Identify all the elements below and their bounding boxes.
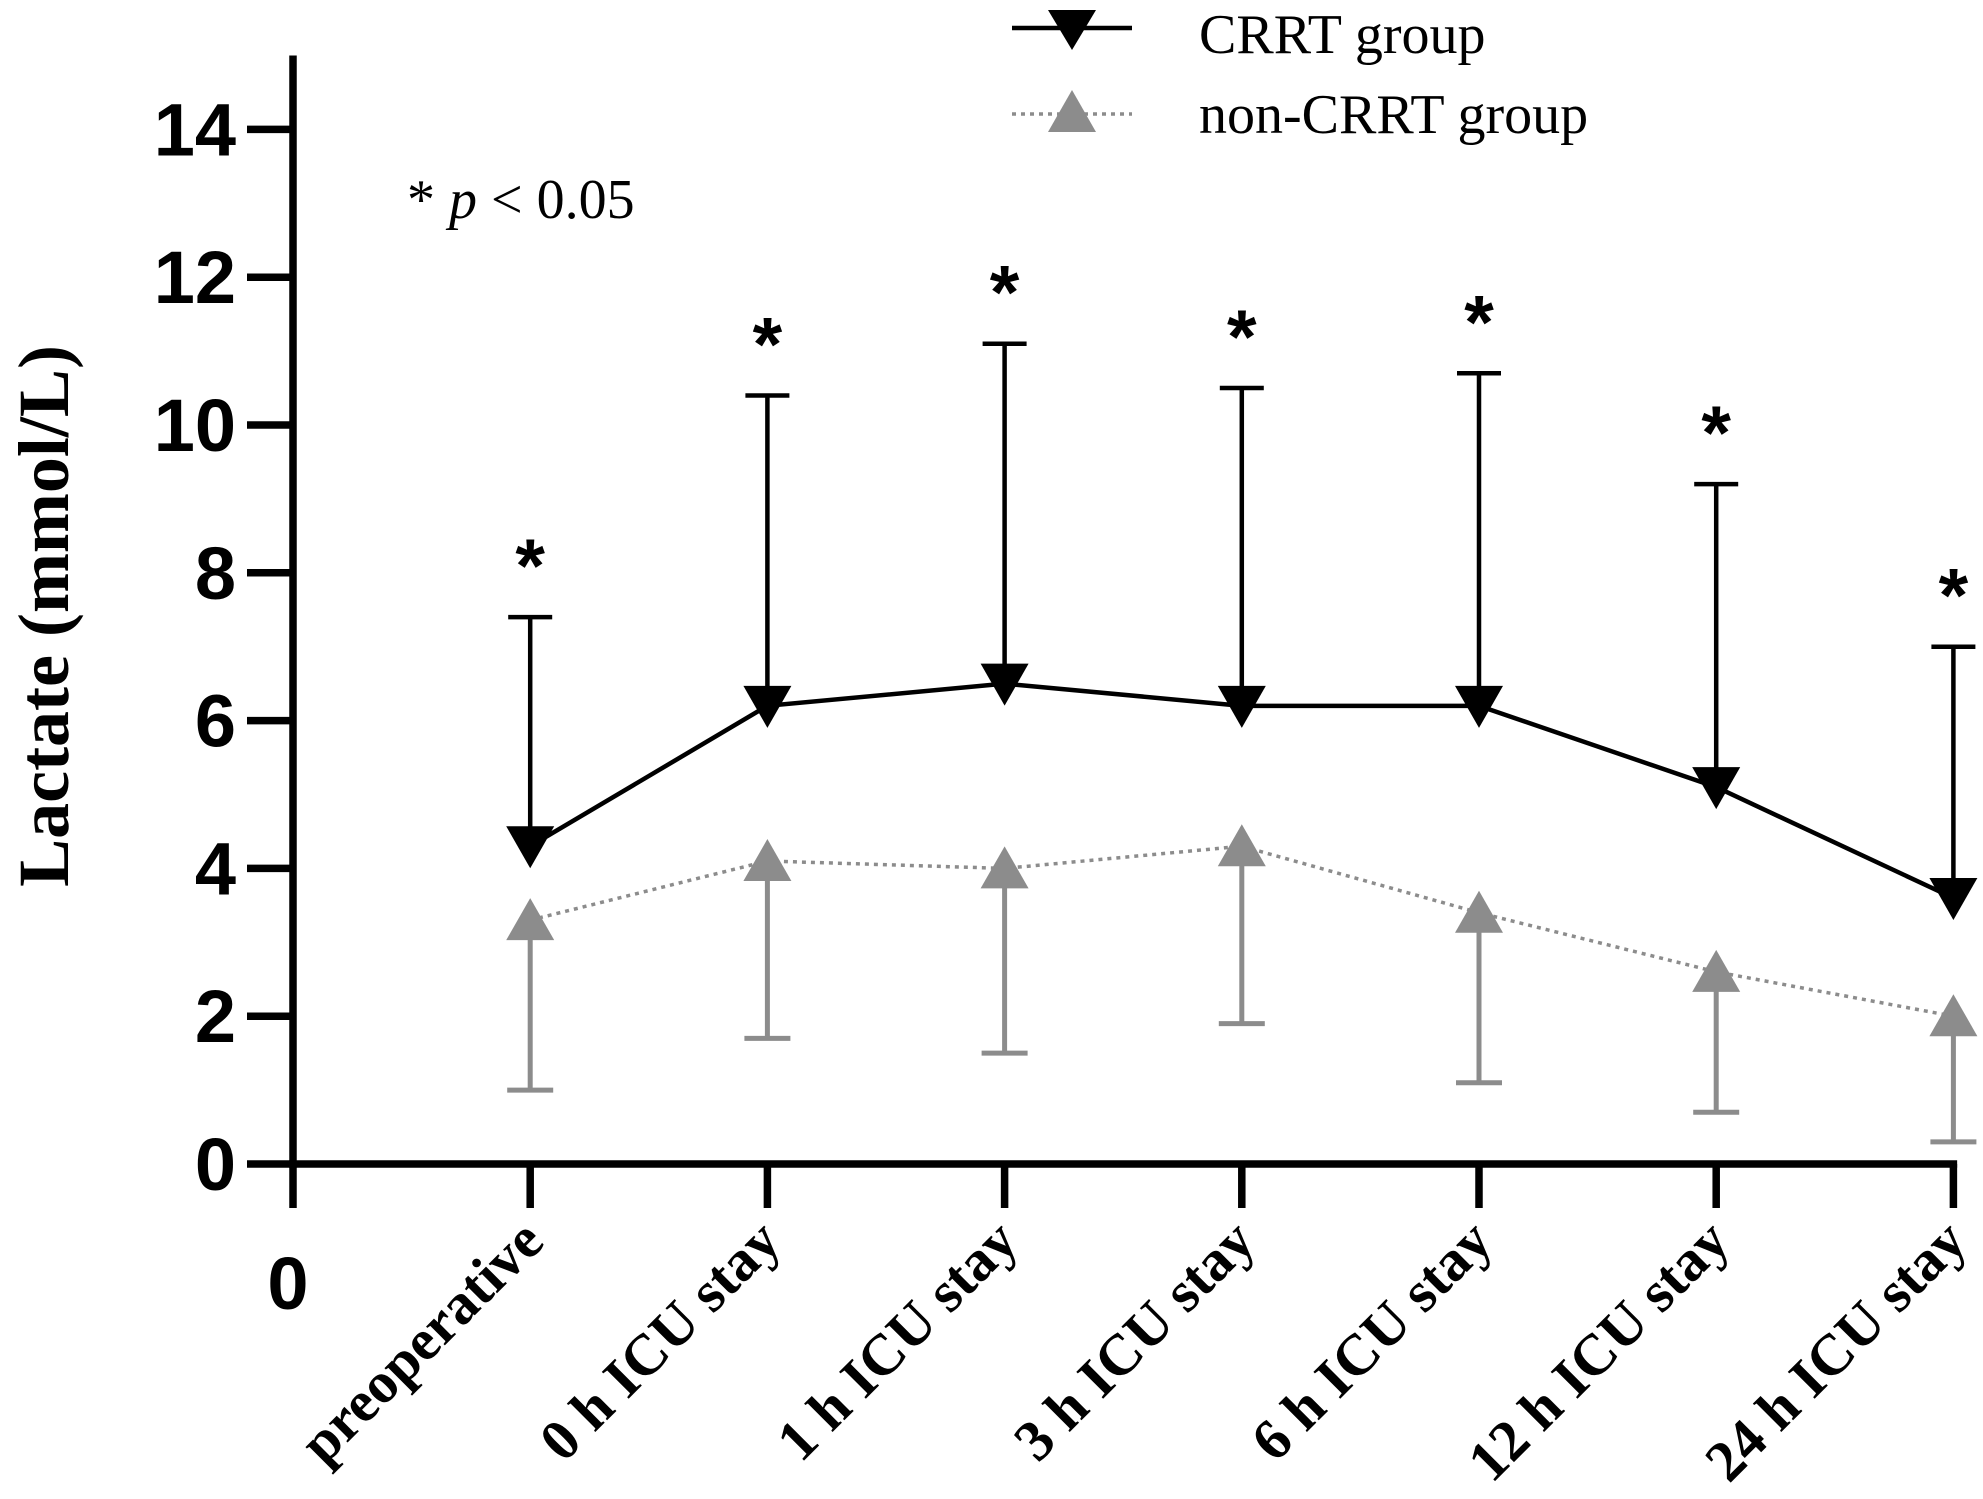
y-tick-label-12: 12 bbox=[154, 236, 236, 319]
series-crrt-group: * * * * * * * bbox=[506, 251, 1978, 920]
significance-star-0-h-icu-stay: * bbox=[753, 302, 783, 387]
significance-star-1-h-icu-stay: * bbox=[990, 251, 1020, 336]
crrt-marker-0-h-icu-stay bbox=[743, 685, 792, 728]
y-tick-label-8: 8 bbox=[195, 532, 236, 615]
non-crrt-marker-0-h-icu-stay bbox=[743, 839, 792, 882]
y-tick-label-6: 6 bbox=[195, 680, 236, 763]
legend-non-crrt-triangle-up-icon bbox=[1048, 90, 1096, 132]
non-crrt-marker-preoperative bbox=[506, 898, 555, 941]
crrt-marker-preoperative bbox=[506, 826, 555, 869]
legend-crrt-label: CRRT group bbox=[1199, 4, 1486, 66]
y-tick-label-14: 14 bbox=[154, 88, 236, 171]
crrt-marker-12-h-icu-stay bbox=[1692, 767, 1741, 810]
non-crrt-marker-12-h-icu-stay bbox=[1692, 949, 1741, 992]
significance-star-24-h-icu-stay: * bbox=[1939, 554, 1969, 639]
significance-note-variable: p bbox=[445, 169, 477, 231]
crrt-marker-3-h-icu-stay bbox=[1217, 685, 1266, 728]
significance-star-3-h-icu-stay: * bbox=[1227, 295, 1257, 380]
crrt-marker-24-h-icu-stay bbox=[1929, 877, 1978, 920]
legend: CRRT group non-CRRT group bbox=[1012, 4, 1588, 146]
significance-note-star: * bbox=[407, 169, 435, 231]
legend-non-crrt-label: non-CRRT group bbox=[1199, 84, 1588, 146]
non-crrt-marker-3-h-icu-stay bbox=[1217, 824, 1266, 867]
legend-crrt-triangle-down-icon bbox=[1048, 10, 1096, 50]
x-tick-label-1-h-icu-stay: 1 h ICU stay bbox=[764, 1207, 1030, 1473]
significance-star-12-h-icu-stay: * bbox=[1701, 391, 1731, 476]
significance-note: * p < 0.05 bbox=[407, 169, 635, 231]
significance-star-preoperative: * bbox=[515, 524, 545, 609]
crrt-marker-1-h-icu-stay bbox=[980, 663, 1029, 706]
x-tick-label-3-h-icu-stay: 3 h ICU stay bbox=[1001, 1207, 1267, 1473]
x-tick-label-preoperative: preoperative bbox=[287, 1207, 555, 1475]
x-tick-label-0-h-icu-stay: 0 h ICU stay bbox=[527, 1207, 793, 1473]
significance-star-6-h-icu-stay: * bbox=[1464, 280, 1494, 365]
axes bbox=[247, 55, 1958, 1208]
y-tick-label-4: 4 bbox=[195, 827, 236, 910]
non-crrt-marker-1-h-icu-stay bbox=[980, 846, 1029, 889]
y-tick-label-10: 10 bbox=[154, 384, 236, 467]
x-tick-label-6-h-icu-stay: 6 h ICU stay bbox=[1238, 1207, 1504, 1473]
non-crrt-marker-6-h-icu-stay bbox=[1455, 890, 1503, 933]
y-axis-title: Lactate (mmol/L) bbox=[4, 345, 84, 887]
y-tick-label-2: 2 bbox=[195, 975, 236, 1058]
x-origin-label: 0 bbox=[267, 1242, 308, 1325]
significance-note-condition: < 0.05 bbox=[491, 169, 635, 231]
series-non-crrt-group bbox=[506, 824, 1978, 1145]
crrt-marker-6-h-icu-stay bbox=[1455, 685, 1503, 728]
y-tick-label-0: 0 bbox=[195, 1123, 236, 1206]
non-crrt-marker-24-h-icu-stay bbox=[1929, 994, 1978, 1037]
